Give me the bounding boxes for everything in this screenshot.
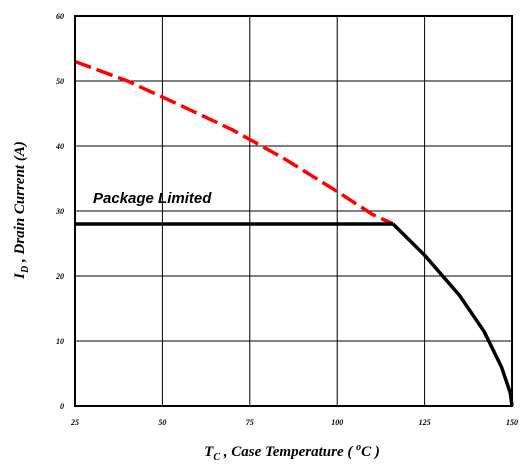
x-axis-title: TC , Case Temperature ( oC ) [204,442,380,463]
x-tick-label-1: 50 [158,418,166,427]
plot-frame [74,15,513,407]
y-tick-label-1: 10 [56,337,64,346]
y-axis-title-main: I [12,272,28,280]
series-line-3 [391,222,514,407]
x-tick-label-2: 75 [246,418,254,427]
series-group [74,59,514,407]
x-tick-label-3: 100 [331,418,343,427]
x-axis-title-rest: , Case Temperature ( [220,444,356,460]
x-axis-title-sup: o [356,442,361,453]
y-tick-label-2: 20 [55,272,64,281]
x-axis-title-main: T [204,444,214,460]
y-tick-label-4: 40 [55,142,64,151]
package-limited-label: Package Limited [93,190,212,207]
y-tick-label-5: 50 [56,77,64,86]
x-tick-label-4: 125 [419,418,431,427]
grid-lines [74,15,513,407]
y-axis-title-rest: , Drain Current (A) [12,141,28,266]
x-axis-title-end: C ) [361,444,380,460]
y-axis-title-sub: D [20,266,31,274]
y-tick-label-3: 30 [55,207,64,216]
y-tick-label-6: 60 [56,12,64,21]
y-axis-title: ID , Drain Current (A) [12,141,31,280]
x-axis-title-sub: C [213,452,220,463]
y-tick-label-0: 0 [60,402,64,411]
series-line-1 [74,59,394,226]
x-tick-label-5: 150 [506,418,518,427]
y-tick-labels: 0 10 20 30 40 50 60 [55,12,64,411]
x-tick-label-0: 25 [70,418,79,427]
x-tick-labels: 25 50 75 100 125 150 [70,418,518,427]
